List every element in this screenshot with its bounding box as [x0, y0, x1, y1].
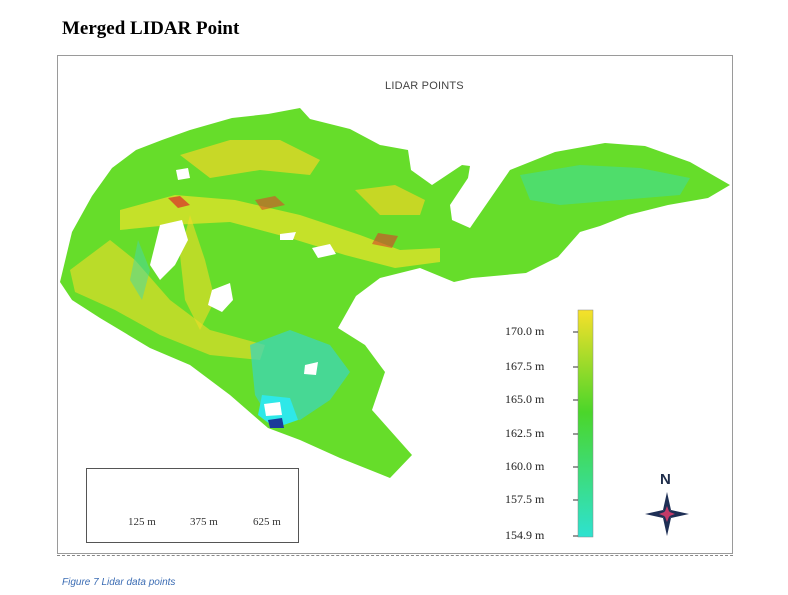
no-data-hole — [304, 362, 318, 375]
high-elevation-ridge — [70, 240, 265, 360]
red-edge-points — [255, 196, 285, 210]
legend-label: 167.5 m — [505, 359, 545, 373]
low-elevation-area — [130, 240, 150, 300]
legend-label: 160.0 m — [505, 459, 545, 473]
high-elevation-ridge — [355, 185, 425, 215]
map-title: LIDAR POINTS — [385, 80, 464, 92]
scale-label: 625 m — [253, 516, 281, 528]
red-edge-points — [168, 196, 190, 208]
low-elevation-area — [520, 165, 690, 205]
no-data-hole — [264, 402, 282, 416]
high-elevation-ridge — [180, 140, 320, 178]
scale-label: 375 m — [190, 516, 218, 528]
no-data-hole — [150, 220, 188, 280]
no-data-hole — [176, 168, 190, 180]
scale-bar-box — [86, 468, 299, 543]
section-heading: Merged LIDAR Point — [62, 18, 240, 39]
legend-label: 154.9 m — [505, 528, 545, 542]
no-data-hole — [208, 283, 233, 312]
legend-colorbar — [577, 309, 594, 538]
lowest-point-spot — [268, 418, 284, 428]
north-label: N — [660, 471, 671, 488]
no-data-hole — [312, 244, 336, 258]
legend-label: 162.5 m — [505, 426, 545, 440]
high-elevation-ridge — [120, 195, 440, 268]
high-elevation-ridge — [180, 215, 215, 330]
map-frame-bottom-border — [57, 553, 733, 556]
legend-label: 170.0 m — [505, 324, 545, 338]
figure-caption: Figure 7 Lidar data points — [62, 577, 176, 588]
legend-ticks — [573, 331, 578, 537]
north-arrow-icon — [645, 492, 689, 536]
legend-label: 157.5 m — [505, 492, 545, 506]
legend-label: 165.0 m — [505, 392, 545, 406]
red-edge-points — [372, 233, 398, 248]
scale-label: 125 m — [128, 516, 156, 528]
no-data-hole — [280, 232, 296, 240]
